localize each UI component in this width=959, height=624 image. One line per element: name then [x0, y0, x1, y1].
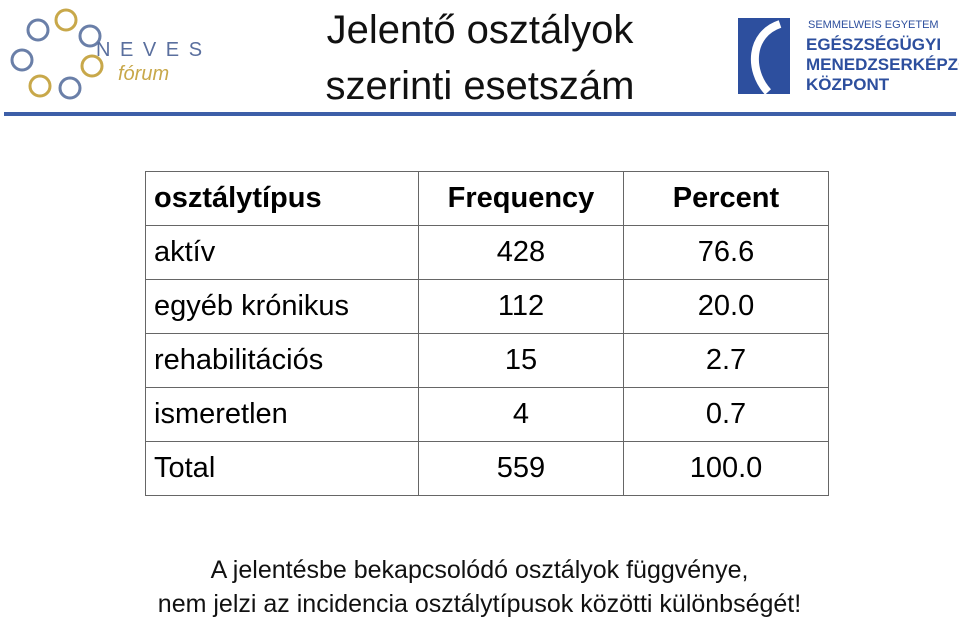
- table-cell: 0.7: [623, 387, 829, 442]
- logo-sub: fórum: [118, 63, 169, 85]
- logo-line: EGÉSZSÉGÜGYI: [806, 35, 941, 54]
- logo-line: MENEDZSERKÉPZŐ: [806, 55, 959, 74]
- table-cell: egyéb krónikus: [145, 279, 419, 334]
- table-cell: 100.0: [623, 441, 829, 496]
- column-header: osztálytípus: [145, 171, 419, 226]
- table-cell: aktív: [145, 225, 419, 280]
- logo-line: SEMMELWEIS EGYETEM: [808, 19, 939, 31]
- table-row: aktív 428 76.6: [145, 225, 829, 280]
- column-header: Frequency: [418, 171, 624, 226]
- left-logo: [10, 8, 104, 100]
- logo-brand: N E V E S: [96, 39, 204, 61]
- footer-line: nem jelzi az incidencia osztálytípusok k…: [157, 590, 802, 618]
- table-cell: Total: [145, 441, 419, 496]
- table-cell: 559: [418, 441, 624, 496]
- header-graphics: N E V E S fórum SEMMELWEIS EGYETEM EGÉSZ…: [4, 8, 959, 116]
- table-row: Total 559 100.0: [145, 441, 829, 496]
- table-cell: 4: [418, 387, 624, 442]
- table-row: egyéb krónikus 112 20.0: [145, 279, 829, 334]
- data-table: osztálytípus Frequency Percent aktív 428 76.…: [145, 171, 829, 496]
- header-row: osztálytípus Frequency Percent: [145, 171, 829, 226]
- table-cell: 2.7: [623, 333, 829, 388]
- table-cell: rehabilitációs: [145, 333, 419, 388]
- title-line: Jelentő osztályok: [326, 8, 634, 52]
- table-row: ismeretlen 4 0.7: [145, 387, 829, 442]
- table-cell: 112: [418, 279, 624, 334]
- column-header: Percent: [623, 171, 829, 226]
- header-rule: [4, 112, 956, 116]
- table-cell: ismeretlen: [145, 387, 419, 442]
- table-row: rehabilitációs 15 2.7: [145, 333, 829, 388]
- table-cell: 428: [418, 225, 624, 280]
- logo-line: KÖZPONT: [806, 75, 890, 94]
- title-line: szerinti esetszám: [325, 64, 635, 108]
- logo-swoosh: [750, 20, 782, 95]
- footer-line: A jelentésbe bekapcsolódó osztályok függ…: [210, 556, 749, 584]
- table-cell: 76.6: [623, 225, 829, 280]
- table-cell: 15: [418, 333, 624, 388]
- table-cell: 20.0: [623, 279, 829, 334]
